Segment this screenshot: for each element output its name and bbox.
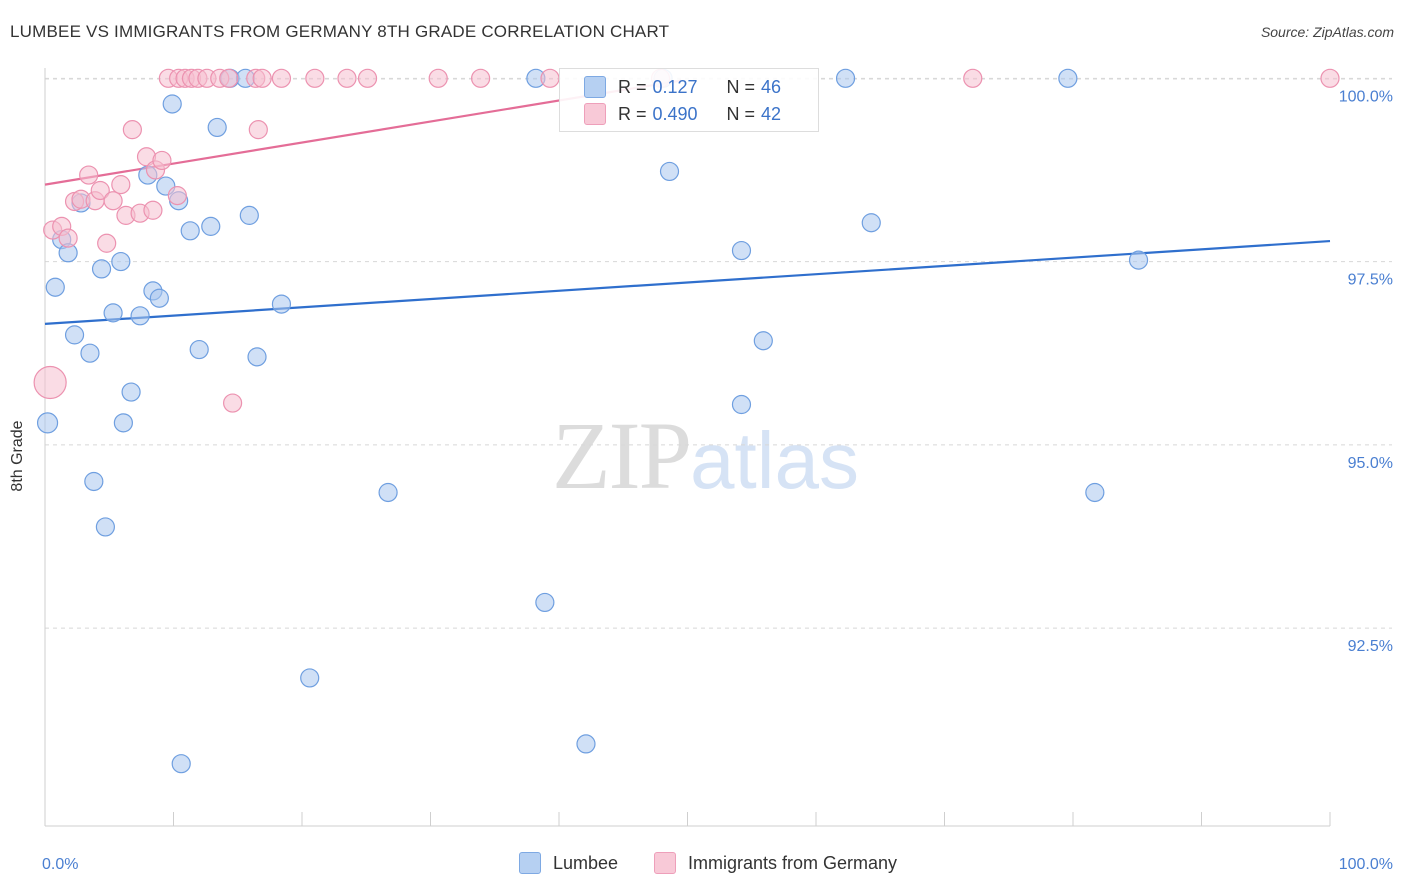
lumbee-point (180, 221, 200, 241)
legend-r-label: R = (618, 76, 647, 97)
legend-r-label: R = (618, 103, 647, 124)
lumbee-point (731, 394, 752, 415)
lumbee-point (64, 325, 85, 345)
legend-swatch-pink (654, 852, 676, 874)
watermark-zip: ZIP (552, 402, 692, 509)
lumbee-point (45, 277, 65, 297)
lumbee-point (1128, 250, 1149, 270)
lumbee-point (861, 213, 881, 233)
germany-point (471, 68, 491, 88)
germany-point (248, 120, 268, 140)
germany-point (90, 180, 110, 201)
germany-point (143, 200, 163, 220)
lumbee-point (121, 382, 141, 402)
germany-point (103, 191, 123, 211)
lumbee-point (731, 240, 752, 261)
lumbee-point (84, 471, 104, 492)
germany-point (97, 233, 117, 253)
lumbee-point (1058, 68, 1078, 88)
legend-item-germany: Immigrants from Germany (654, 852, 897, 874)
lumbee-point (753, 331, 773, 351)
germany-point (219, 68, 239, 88)
germany-point (271, 68, 292, 88)
legend-n-value: 42 (761, 103, 782, 124)
lumbee-point (239, 205, 259, 225)
watermark: ZIPatlas (552, 400, 859, 511)
legend-row-germany: R = 0.490 N = 42 (584, 101, 782, 127)
germany-point (540, 68, 560, 88)
watermark-atlas: atlas (690, 416, 859, 505)
lumbee-trend-line (44, 239, 1331, 325)
lumbee-point (247, 347, 267, 367)
legend-row-lumbee: R = 0.127 N = 46 (584, 74, 782, 100)
grid-layer (45, 77, 1392, 629)
lumbee-point (130, 306, 150, 326)
lumbee-point (95, 517, 115, 537)
lumbee-point (1085, 482, 1105, 503)
axis-layer (44, 68, 1331, 827)
lumbee-point (189, 339, 209, 360)
lumbee-point (576, 734, 596, 754)
lumbee-point (103, 303, 123, 323)
x-tick-label: 0.0% (42, 856, 78, 873)
lumbee-point (36, 412, 59, 434)
legend-label-germany: Immigrants from Germany (688, 852, 898, 873)
lumbee-point (659, 161, 680, 182)
lumbee-point (535, 592, 555, 613)
y-tick-label: 95.0% (1348, 455, 1393, 472)
germany-point (963, 68, 983, 88)
lumbee-point (111, 251, 131, 272)
legend-n-label: N = (726, 103, 756, 124)
germany-point (33, 365, 67, 400)
lumbee-point (300, 668, 320, 688)
x-tick-label: 100.0% (1339, 856, 1393, 873)
germany-point (152, 150, 172, 171)
germany-point (111, 175, 131, 195)
series-legend: Lumbee Immigrants from Germany (0, 852, 1406, 878)
source-label: Source: ZipAtlas.com (1260, 24, 1394, 40)
lumbee-point (835, 68, 856, 88)
germany-point (223, 393, 243, 413)
germany-point (1320, 68, 1340, 88)
legend-r-value: 0.490 (652, 103, 698, 124)
germany-point (337, 68, 357, 88)
germany-point (305, 68, 325, 88)
germany-point (79, 165, 99, 185)
legend-item-lumbee: Lumbee (519, 852, 618, 874)
points-layer (33, 68, 1340, 774)
legend-swatch-blue (519, 852, 541, 874)
lumbee-point (207, 117, 227, 138)
y-tick-label: 97.5% (1348, 272, 1393, 289)
germany-point (167, 186, 187, 206)
lumbee-point (113, 413, 133, 433)
y-tick-label: 92.5% (1348, 638, 1393, 655)
lumbee-point (171, 754, 191, 774)
legend-swatch-pink (584, 103, 606, 125)
lumbee-point (91, 259, 112, 279)
legend-label-lumbee: Lumbee (553, 852, 619, 873)
lumbee-point (80, 343, 100, 363)
legend-r-value: 0.127 (652, 76, 698, 97)
legend-n-value: 46 (761, 76, 782, 97)
y-tick-label: 100.0% (1339, 88, 1393, 105)
lumbee-point (162, 94, 182, 114)
tick-label-layer: 100.0% 97.5% 95.0% 92.5% 0.0% 100.0% (42, 88, 1393, 873)
germany-point (428, 68, 448, 88)
legend-n-label: N = (726, 76, 756, 97)
germany-point (58, 228, 78, 248)
correlation-legend: R = 0.127 N = 46 R = 0.490 N = 42 (559, 68, 819, 132)
germany-point (122, 120, 142, 140)
germany-point (252, 68, 272, 88)
germany-point (357, 68, 378, 88)
lumbee-point (378, 482, 398, 503)
legend-swatch-blue (584, 76, 606, 98)
lumbee-point (149, 288, 169, 308)
chart-title: LUMBEE VS IMMIGRANTS FROM GERMANY 8TH GR… (10, 22, 670, 41)
lumbee-point (201, 216, 221, 236)
lumbee-point (271, 294, 292, 314)
